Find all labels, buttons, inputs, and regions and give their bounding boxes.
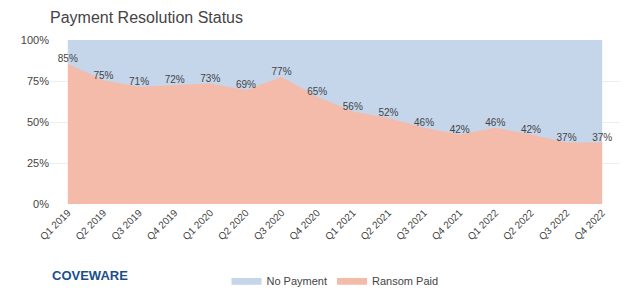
svg-text:Q3 2020: Q3 2020	[252, 207, 287, 242]
svg-text:100%: 100%	[21, 34, 49, 46]
svg-text:Q3 2021: Q3 2021	[394, 207, 429, 242]
svg-text:Q3 2019: Q3 2019	[109, 207, 144, 242]
svg-text:Q3 2022: Q3 2022	[537, 207, 572, 242]
svg-text:0%: 0%	[33, 198, 49, 210]
svg-text:71%: 71%	[129, 76, 149, 87]
svg-text:Q2 2020: Q2 2020	[216, 207, 251, 242]
svg-text:COVEWARE: COVEWARE	[52, 268, 128, 283]
svg-text:65%: 65%	[307, 86, 327, 97]
svg-text:Payment Resolution Status: Payment Resolution Status	[50, 9, 243, 26]
svg-text:75%: 75%	[93, 70, 113, 81]
svg-text:Q1 2019: Q1 2019	[38, 207, 73, 242]
svg-text:75%: 75%	[27, 75, 49, 87]
svg-text:85%: 85%	[58, 53, 78, 64]
svg-text:25%: 25%	[27, 157, 49, 169]
svg-text:73%: 73%	[200, 73, 220, 84]
svg-text:69%: 69%	[236, 79, 256, 90]
svg-text:46%: 46%	[414, 117, 434, 128]
svg-text:42%: 42%	[521, 124, 541, 135]
svg-text:52%: 52%	[378, 107, 398, 118]
svg-text:Q1 2020: Q1 2020	[180, 207, 215, 242]
svg-text:77%: 77%	[272, 66, 292, 77]
svg-text:Q2 2019: Q2 2019	[73, 207, 108, 242]
svg-text:Ransom Paid: Ransom Paid	[372, 275, 438, 287]
svg-text:No Payment: No Payment	[267, 275, 328, 287]
svg-text:37%: 37%	[592, 132, 612, 143]
svg-text:Q4 2020: Q4 2020	[287, 207, 322, 242]
svg-text:Q4 2021: Q4 2021	[430, 207, 465, 242]
svg-text:Q2 2021: Q2 2021	[358, 207, 393, 242]
svg-text:56%: 56%	[343, 101, 363, 112]
svg-text:Q4 2022: Q4 2022	[572, 207, 607, 242]
svg-text:46%: 46%	[485, 117, 505, 128]
svg-text:Q1 2022: Q1 2022	[465, 207, 500, 242]
svg-text:50%: 50%	[27, 116, 49, 128]
svg-text:Q1 2021: Q1 2021	[323, 207, 358, 242]
svg-text:Q4 2019: Q4 2019	[145, 207, 180, 242]
svg-text:Q2 2022: Q2 2022	[501, 207, 536, 242]
svg-text:42%: 42%	[450, 124, 470, 135]
svg-text:72%: 72%	[165, 74, 185, 85]
svg-text:37%: 37%	[557, 132, 577, 143]
